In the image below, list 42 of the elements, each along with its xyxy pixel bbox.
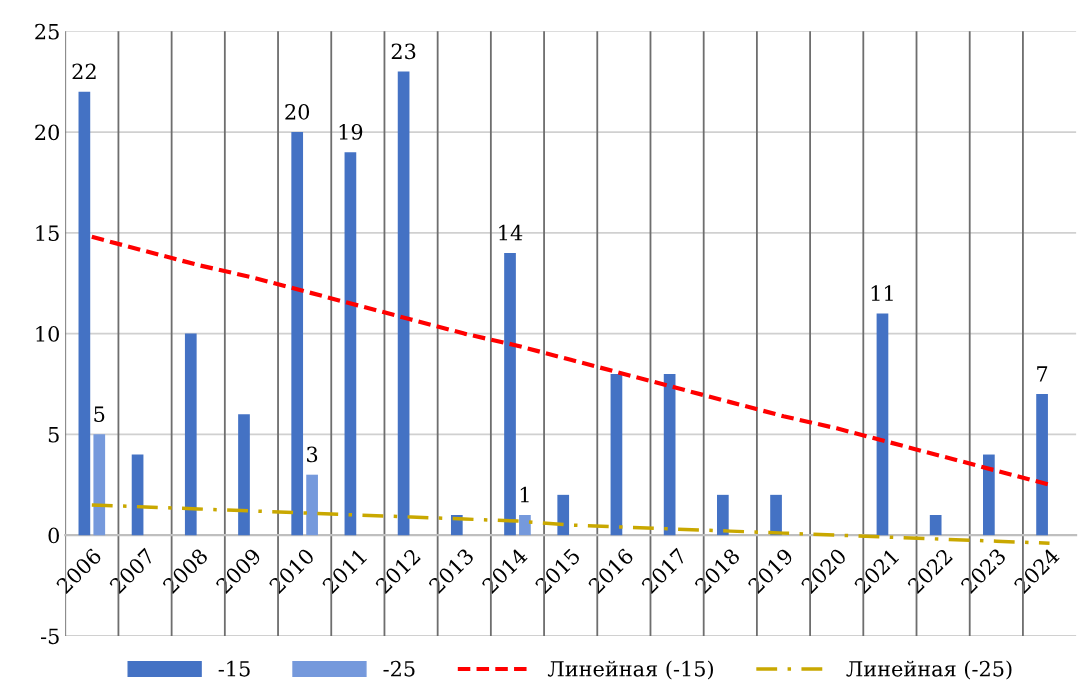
bar bbox=[504, 252, 516, 536]
y-tick-label: -5 bbox=[40, 628, 59, 645]
legend-label: -25 bbox=[383, 660, 415, 677]
bar bbox=[93, 434, 106, 536]
bar bbox=[184, 333, 197, 536]
bar bbox=[344, 152, 357, 536]
bar bbox=[291, 132, 304, 536]
legend-label: -15 bbox=[218, 660, 250, 677]
y-tick-label: 0 bbox=[48, 527, 59, 544]
data-label: 5 bbox=[94, 406, 105, 423]
bar bbox=[238, 414, 250, 536]
bar bbox=[306, 474, 318, 536]
data-label: 11 bbox=[871, 285, 893, 301]
data-label: 23 bbox=[391, 43, 416, 60]
bar bbox=[770, 494, 782, 536]
y-tick-label: 10 bbox=[36, 326, 59, 342]
y-tick-label: 5 bbox=[48, 427, 59, 443]
data-label: 19 bbox=[339, 124, 363, 140]
bar bbox=[131, 454, 144, 536]
bar bbox=[610, 373, 623, 536]
bar bbox=[397, 71, 410, 536]
bar bbox=[519, 515, 531, 536]
bar bbox=[1036, 394, 1048, 536]
bar bbox=[983, 454, 995, 536]
data-label: 7 bbox=[1037, 366, 1048, 382]
data-label: 22 bbox=[72, 63, 96, 80]
y-tick-label: 20 bbox=[35, 124, 59, 141]
bar bbox=[663, 373, 676, 536]
bar bbox=[716, 494, 729, 536]
bar bbox=[929, 515, 942, 536]
y-tick-label: 25 bbox=[35, 23, 59, 40]
data-label: 14 bbox=[499, 224, 523, 241]
line-series bbox=[90, 503, 1052, 545]
legend-label: Линейная (-15) bbox=[547, 660, 713, 680]
bar bbox=[78, 91, 91, 536]
data-label: 20 bbox=[285, 103, 310, 120]
legend-label: Линейная (-25) bbox=[846, 660, 1012, 680]
y-tick-label: 15 bbox=[36, 225, 59, 242]
data-label: 1 bbox=[520, 486, 529, 503]
data-label: 3 bbox=[307, 446, 318, 463]
bar bbox=[876, 313, 889, 536]
bar bbox=[557, 494, 570, 536]
